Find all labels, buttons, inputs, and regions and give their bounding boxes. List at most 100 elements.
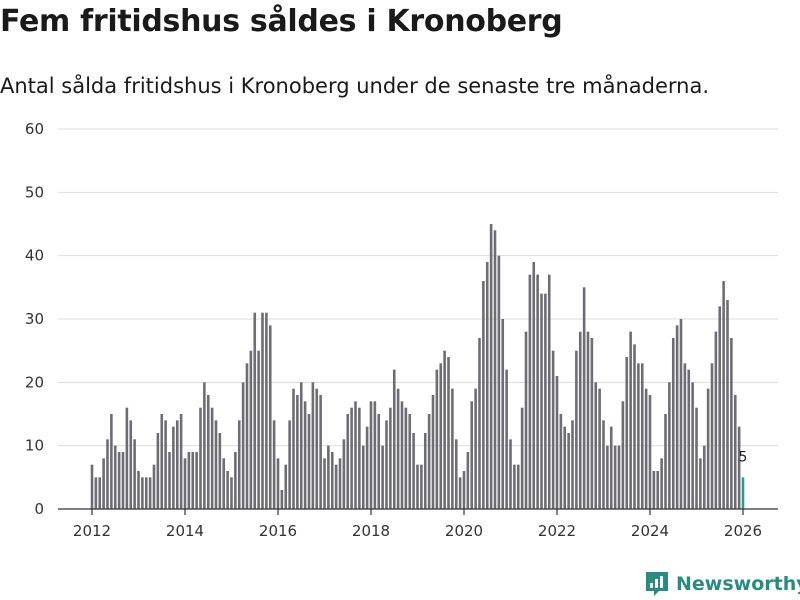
bar — [687, 369, 691, 509]
bar — [423, 433, 427, 509]
bar — [110, 414, 113, 509]
bar — [501, 319, 505, 509]
bar — [555, 376, 559, 509]
bar — [319, 395, 322, 509]
bar — [121, 452, 125, 509]
bar — [113, 445, 117, 509]
bar — [493, 230, 497, 509]
bar — [602, 420, 605, 509]
brand-name: Newsworthy — [676, 573, 800, 595]
bar — [454, 439, 458, 509]
bar — [633, 344, 636, 509]
bar — [474, 388, 477, 509]
bar — [354, 401, 357, 509]
bar-latest — [741, 477, 745, 509]
bar — [392, 369, 396, 509]
bar — [540, 293, 543, 509]
bar — [245, 363, 249, 509]
bar — [234, 452, 237, 509]
bar — [334, 464, 338, 509]
chart-title: Fem fritidshus såldes i Kronoberg — [0, 4, 563, 39]
bar — [489, 224, 493, 509]
bar — [575, 350, 578, 509]
bar — [551, 350, 555, 509]
y-tick-label: 60 — [25, 120, 44, 138]
bar — [137, 471, 140, 509]
bar — [230, 477, 233, 509]
bar — [195, 452, 198, 509]
bar — [160, 414, 164, 509]
bar — [644, 388, 648, 509]
bar — [292, 388, 295, 509]
bar — [272, 420, 276, 509]
bar — [172, 426, 175, 509]
y-tick-label: 20 — [25, 373, 44, 391]
bar — [385, 420, 388, 509]
bar — [706, 388, 710, 509]
bar — [276, 458, 280, 509]
bar — [439, 363, 443, 509]
bar — [609, 426, 613, 509]
bar — [532, 262, 536, 509]
bar — [141, 477, 144, 509]
bar — [361, 445, 365, 509]
bar — [307, 414, 311, 509]
y-axis: 0 10 20 30 40 50 60 — [25, 120, 44, 518]
bar — [187, 452, 191, 509]
bar — [660, 458, 663, 509]
bar — [253, 312, 257, 509]
bar — [737, 426, 741, 509]
bar — [350, 407, 353, 509]
y-tick-label: 0 — [34, 500, 44, 518]
bar — [396, 388, 400, 509]
bar — [671, 338, 675, 509]
bar — [323, 458, 326, 509]
bar — [369, 401, 373, 509]
bar — [648, 395, 652, 509]
x-tick-label: 2020 — [445, 522, 483, 540]
bar — [365, 426, 369, 509]
bar — [718, 306, 722, 509]
bar — [617, 445, 621, 509]
bar — [315, 388, 319, 509]
bar — [210, 407, 214, 509]
bar — [730, 338, 733, 509]
x-tick-label: 2016 — [259, 522, 297, 540]
x-tick-label: 2012 — [73, 522, 111, 540]
bar — [451, 388, 454, 509]
bar — [478, 338, 481, 509]
bar — [509, 439, 512, 509]
bar — [675, 325, 679, 509]
bar — [485, 262, 489, 509]
bar — [408, 414, 412, 509]
bar — [629, 331, 632, 509]
bar — [710, 363, 714, 509]
bar — [412, 433, 415, 509]
bar — [702, 445, 706, 509]
bar — [668, 382, 671, 509]
bar — [152, 464, 156, 509]
newsworthy-logo[interactable]: Newsworthy — [644, 570, 800, 598]
bar — [431, 395, 435, 509]
x-tick-label: 2024 — [631, 522, 669, 540]
bar — [330, 452, 334, 509]
bar — [516, 464, 520, 509]
bar — [106, 439, 109, 509]
bar — [520, 407, 524, 509]
bar — [206, 395, 210, 509]
bar — [175, 420, 179, 509]
bar — [265, 312, 268, 509]
bar — [547, 274, 551, 509]
bar — [544, 293, 547, 509]
bar — [416, 464, 419, 509]
bar — [640, 363, 644, 509]
bar — [222, 458, 226, 509]
bar — [571, 420, 574, 509]
bar — [683, 363, 687, 509]
bar — [590, 338, 594, 509]
bar — [427, 414, 431, 509]
bar — [183, 458, 187, 509]
bar — [133, 439, 136, 509]
bar — [249, 350, 253, 509]
bar — [241, 382, 245, 509]
